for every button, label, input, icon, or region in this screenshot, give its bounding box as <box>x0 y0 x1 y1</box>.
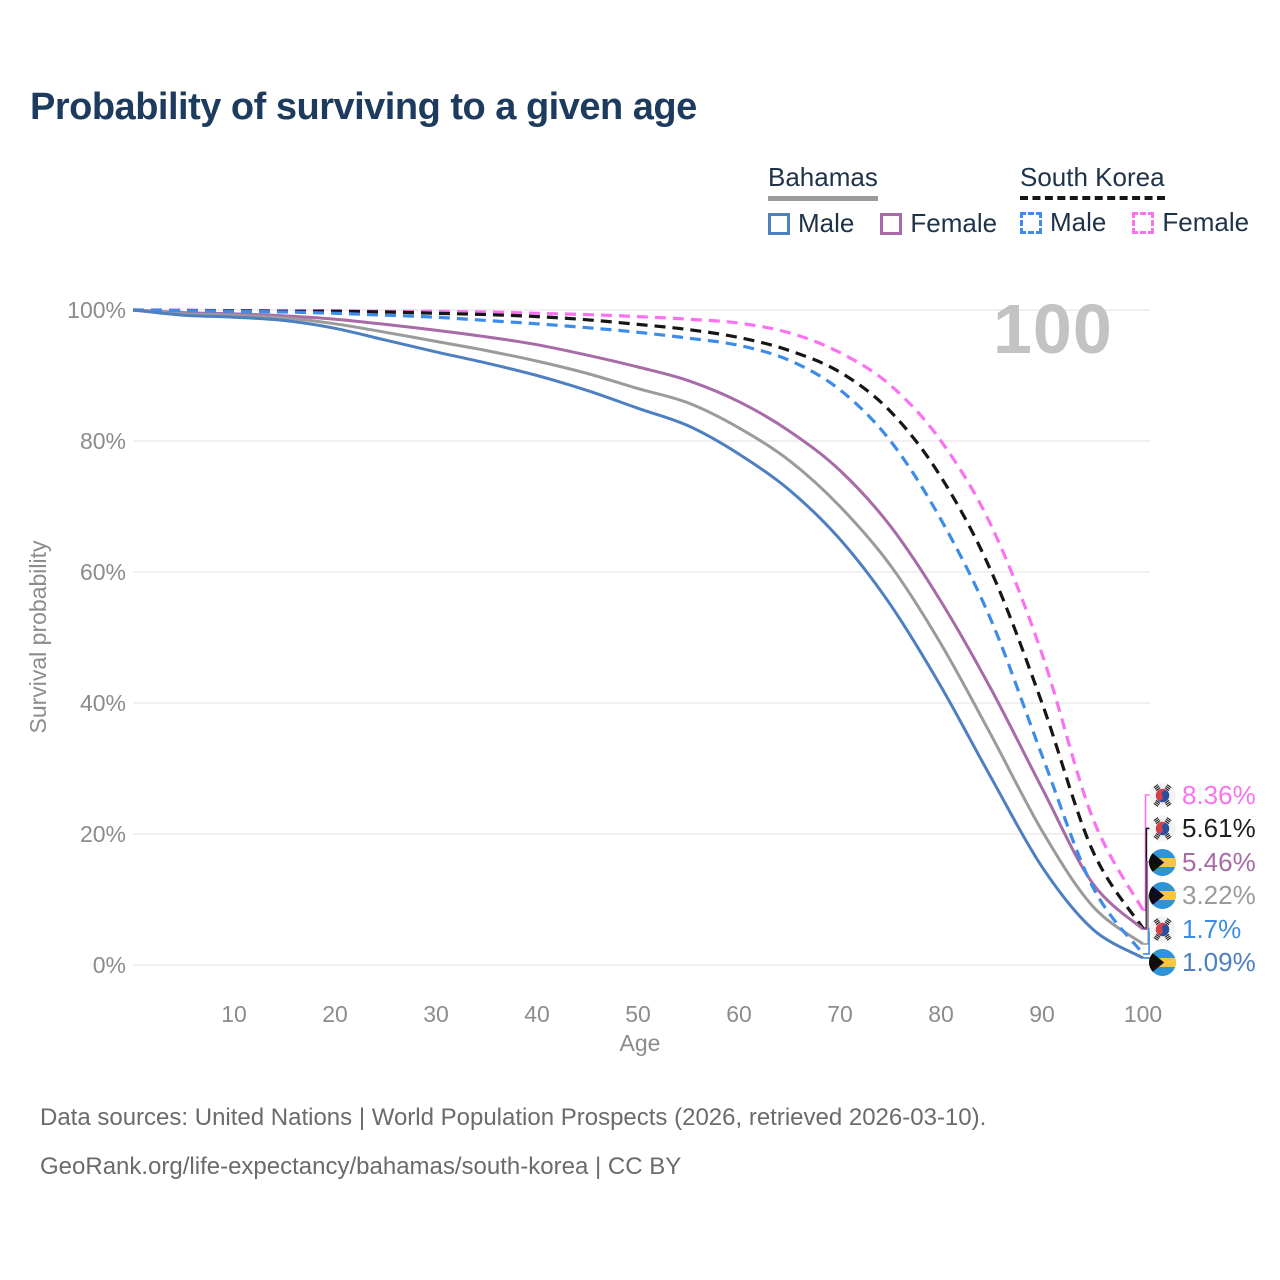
leader-line <box>1143 827 1151 930</box>
legend-header-bahamas-label: Bahamas <box>768 162 878 192</box>
y-axis-title: Survival probability <box>25 540 51 734</box>
end-label-bahamas-female: 5.46% <box>1149 845 1256 879</box>
south-korea-flag-icon <box>1149 814 1176 842</box>
legend-header-south-korea-label: South Korea <box>1020 162 1165 192</box>
series-line-south-korea-female <box>132 308 1145 911</box>
bahamas-flag-icon <box>1149 881 1176 909</box>
x-tick-label: 70 <box>827 1001 853 1027</box>
x-tick-label: 20 <box>322 1001 348 1027</box>
y-tick-label: 60% <box>80 559 126 585</box>
legend-item-label: Female <box>910 208 998 238</box>
legend-item-label: Male <box>1050 207 1107 237</box>
series-line-bahamas-male <box>132 308 1144 960</box>
legend-item-label: Male <box>798 208 855 238</box>
legend-item-bahamas-female[interactable]: Female <box>880 208 997 239</box>
y-tick-label: 80% <box>80 428 126 454</box>
legend: Bahamas Male Female South Korea <box>0 162 1280 248</box>
legend-item-label: Female <box>1162 207 1250 237</box>
south-korea-male-swatch-icon <box>1020 211 1042 234</box>
x-tick-label: 50 <box>625 1001 651 1027</box>
bahamas-female-swatch-icon <box>880 212 903 235</box>
series-line-bahamas-both-sexes <box>132 308 1144 946</box>
bahamas-male-swatch-icon <box>768 212 790 235</box>
legend-header-bahamas[interactable]: Bahamas <box>768 162 878 201</box>
x-tick-label: 40 <box>524 1001 550 1027</box>
x-tick-label: 80 <box>928 1001 954 1027</box>
survival-curves <box>132 308 1145 960</box>
axis-ticks: 0% 20% 40% 60% 80% 100% 10 20 30 40 50 60 70 80 90 100 <box>67 297 1162 1027</box>
x-axis-title: Age <box>620 1030 661 1056</box>
x-tick-label: 10 <box>221 1001 247 1027</box>
data-sources-line2: GeoRank.org/life-expectancy/bahamas/sout… <box>40 1153 682 1180</box>
end-label-value: 5.46% <box>1182 846 1256 877</box>
bahamas-flag-icon <box>1149 948 1176 976</box>
legend-group-bahamas: Bahamas Male Female <box>768 162 997 239</box>
legend-group-south-korea: South Korea Male Female <box>1020 162 1249 238</box>
legend-item-bahamas-male[interactable]: Male <box>768 208 854 239</box>
south-korea-flag-icon <box>1149 915 1176 943</box>
y-tick-label: 20% <box>80 821 126 847</box>
page-title: Probability of surviving to a given age <box>30 86 697 128</box>
legend-item-south-korea-male[interactable]: Male <box>1020 207 1106 238</box>
end-label-south-korea-male: 1.7% <box>1149 912 1241 946</box>
y-tick-label: 0% <box>93 952 126 978</box>
data-sources: Data sources: United Nations | World Pop… <box>40 1104 986 1202</box>
x-tick-label: 90 <box>1029 1001 1055 1027</box>
south-korea-female-swatch-icon <box>1132 211 1155 234</box>
end-label-value: 5.61% <box>1182 812 1256 843</box>
end-value-labels: 8.36% 5.61% 5.46% 3.22% 1.7% 1.09% <box>1149 0 1280 1280</box>
end-label-south-korea-female: 8.36% <box>1149 778 1256 812</box>
x-tick-label: 60 <box>726 1001 752 1027</box>
y-tick-label: 100% <box>67 297 126 323</box>
age-counter-watermark: 100 <box>993 290 1113 368</box>
x-tick-label: 100 <box>1124 1001 1162 1027</box>
end-label-value: 3.22% <box>1182 879 1256 910</box>
leader-line <box>1143 794 1151 911</box>
legend-header-south-korea[interactable]: South Korea <box>1020 162 1165 200</box>
end-label-value: 1.7% <box>1182 913 1242 944</box>
data-sources-line1: Data sources: United Nations | World Pop… <box>40 1104 987 1131</box>
x-tick-label: 30 <box>423 1001 449 1027</box>
end-label-south-korea-total: 5.61% <box>1149 811 1256 845</box>
series-line-bahamas-female <box>132 308 1145 931</box>
series-line-south-korea-male <box>132 308 1145 955</box>
gridlines <box>133 309 1150 966</box>
end-label-value: 1.09% <box>1182 946 1256 977</box>
legend-item-south-korea-female[interactable]: Female <box>1132 207 1249 238</box>
south-korea-flag-icon <box>1149 781 1176 809</box>
end-label-bahamas-male: 1.09% <box>1149 945 1256 979</box>
end-label-bahamas-total: 3.22% <box>1149 878 1256 912</box>
bahamas-flag-icon <box>1149 848 1176 876</box>
end-label-value: 8.36% <box>1182 779 1256 810</box>
y-tick-label: 40% <box>80 690 126 716</box>
